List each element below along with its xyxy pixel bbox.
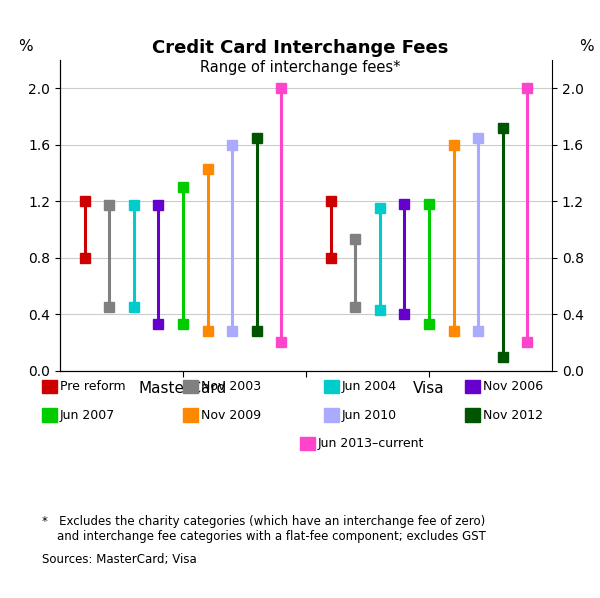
Text: Jun 2004: Jun 2004: [342, 380, 397, 393]
Text: Jun 2013–current: Jun 2013–current: [318, 437, 424, 450]
Text: Sources: MasterCard; Visa: Sources: MasterCard; Visa: [42, 553, 197, 566]
Text: %: %: [18, 39, 33, 54]
Text: Nov 2006: Nov 2006: [483, 380, 543, 393]
Text: *   Excludes the charity categories (which have an interchange fee of zero)
    : * Excludes the charity categories (which…: [42, 515, 486, 544]
Text: Range of interchange fees*: Range of interchange fees*: [200, 60, 400, 75]
Text: Pre reform: Pre reform: [60, 380, 125, 393]
Text: Jun 2007: Jun 2007: [60, 408, 115, 422]
Text: Jun 2010: Jun 2010: [342, 408, 397, 422]
Text: Nov 2012: Nov 2012: [483, 408, 543, 422]
Text: Credit Card Interchange Fees: Credit Card Interchange Fees: [152, 39, 448, 57]
Text: Nov 2003: Nov 2003: [201, 380, 261, 393]
Text: %: %: [579, 39, 594, 54]
Text: Nov 2009: Nov 2009: [201, 408, 261, 422]
